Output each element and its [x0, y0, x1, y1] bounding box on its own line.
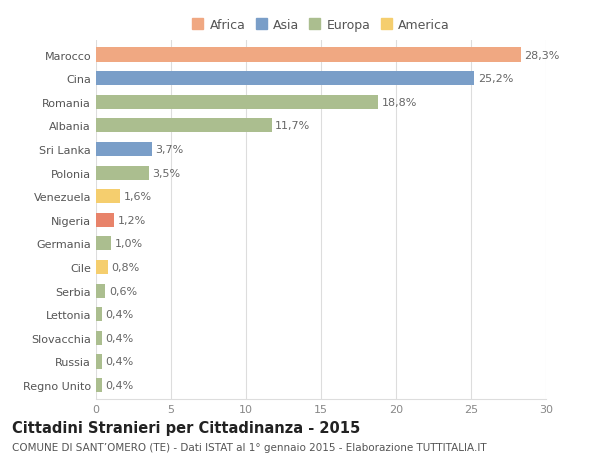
Bar	[96, 48, 521, 62]
Text: 0,4%: 0,4%	[106, 380, 134, 390]
Legend: Africa, Asia, Europa, America: Africa, Asia, Europa, America	[192, 18, 450, 32]
Bar	[96, 331, 102, 345]
Text: 28,3%: 28,3%	[524, 50, 560, 61]
Text: Cittadini Stranieri per Cittadinanza - 2015: Cittadini Stranieri per Cittadinanza - 2…	[12, 420, 360, 435]
Bar	[96, 190, 120, 204]
Text: 18,8%: 18,8%	[382, 98, 417, 107]
Bar	[96, 95, 378, 110]
Text: 1,2%: 1,2%	[118, 215, 146, 225]
Bar	[96, 72, 474, 86]
Text: 0,4%: 0,4%	[106, 357, 134, 367]
Bar	[96, 308, 102, 322]
Text: 0,6%: 0,6%	[109, 286, 137, 296]
Text: 0,4%: 0,4%	[106, 309, 134, 319]
Bar	[96, 378, 102, 392]
Bar	[96, 237, 111, 251]
Bar	[96, 284, 105, 298]
Bar	[96, 213, 114, 227]
Text: 0,4%: 0,4%	[106, 333, 134, 343]
Text: 11,7%: 11,7%	[275, 121, 311, 131]
Text: 1,6%: 1,6%	[124, 192, 152, 202]
Text: 0,8%: 0,8%	[112, 263, 140, 273]
Text: 25,2%: 25,2%	[478, 74, 513, 84]
Bar	[96, 166, 149, 180]
Text: 3,7%: 3,7%	[155, 145, 184, 155]
Bar	[96, 119, 271, 133]
Text: 3,5%: 3,5%	[152, 168, 181, 178]
Bar	[96, 143, 151, 157]
Bar	[96, 354, 102, 369]
Text: 1,0%: 1,0%	[115, 239, 143, 249]
Text: COMUNE DI SANT’OMERO (TE) - Dati ISTAT al 1° gennaio 2015 - Elaborazione TUTTITA: COMUNE DI SANT’OMERO (TE) - Dati ISTAT a…	[12, 442, 487, 452]
Bar	[96, 260, 108, 274]
